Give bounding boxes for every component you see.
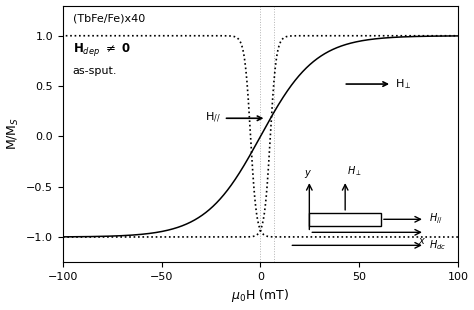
- Text: $H_{//}$: $H_{//}$: [429, 212, 443, 227]
- Text: (TbFe/Fe)x40: (TbFe/Fe)x40: [73, 14, 145, 24]
- Bar: [310, 213, 381, 226]
- Text: H$_{//}$: H$_{//}$: [205, 111, 262, 125]
- Text: H$_\perp$: H$_\perp$: [346, 77, 411, 91]
- Text: as-sput.: as-sput.: [73, 66, 117, 76]
- Text: $H_{dc}$: $H_{dc}$: [429, 238, 446, 252]
- Text: $H_\perp$: $H_\perp$: [347, 164, 362, 178]
- Text: y: y: [304, 168, 310, 178]
- Y-axis label: M/M$_S$: M/M$_S$: [6, 117, 21, 150]
- Text: H$_{dep}$ $\neq$ 0: H$_{dep}$ $\neq$ 0: [73, 41, 131, 58]
- X-axis label: $\mu_0$H (mT): $\mu_0$H (mT): [231, 287, 290, 304]
- Text: x: x: [418, 236, 424, 246]
